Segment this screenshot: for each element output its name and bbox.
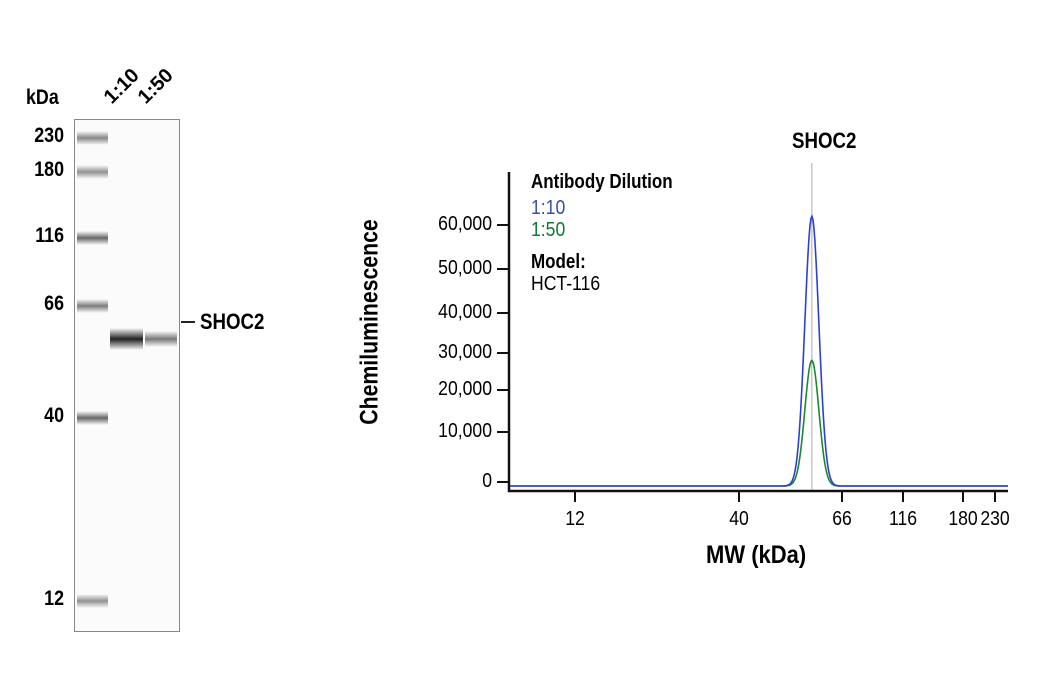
x-tick-label: 40 bbox=[729, 508, 749, 530]
sample-band bbox=[145, 330, 177, 347]
y-tick-label: 40,000 bbox=[438, 301, 492, 323]
legend-title: Antibody Dilution bbox=[531, 171, 673, 193]
x-tick-label: 230 bbox=[980, 508, 1010, 530]
legend-series-2: 1:50 bbox=[531, 219, 566, 241]
marker-label: 180 bbox=[34, 158, 64, 181]
ladder-band bbox=[77, 231, 108, 245]
series-line-1-50 bbox=[510, 359, 1008, 487]
legend-model-label: Model: bbox=[531, 251, 586, 273]
y-tick-label: 20,000 bbox=[438, 378, 492, 400]
marker-label: 12 bbox=[44, 587, 64, 610]
band-label: SHOC2 bbox=[200, 309, 265, 334]
x-axis-label: MW (kDa) bbox=[706, 541, 807, 569]
legend-series-1: 1:10 bbox=[531, 197, 566, 219]
marker-label: 230 bbox=[34, 124, 64, 147]
ladder-band bbox=[77, 165, 108, 179]
band-pointer-line bbox=[181, 321, 195, 323]
ladder-band bbox=[77, 131, 108, 145]
y-tick-label: 30,000 bbox=[438, 341, 492, 363]
chart-title: SHOC2 bbox=[792, 128, 857, 153]
ladder-band bbox=[77, 299, 108, 313]
kda-label: kDa bbox=[26, 86, 59, 109]
x-tick-label: 12 bbox=[565, 508, 585, 530]
x-tick-label: 180 bbox=[948, 508, 978, 530]
y-tick-label: 60,000 bbox=[438, 213, 492, 235]
sample-band bbox=[110, 327, 143, 350]
x-tick-label: 66 bbox=[832, 508, 852, 530]
y-tick-label: 50,000 bbox=[438, 257, 492, 279]
y-tick-label: 0 bbox=[482, 470, 492, 492]
series-line-1-10 bbox=[510, 214, 1008, 487]
ladder-band bbox=[77, 411, 108, 425]
x-tick-label: 116 bbox=[888, 508, 918, 530]
y-tick-label: 10,000 bbox=[438, 420, 492, 442]
marker-label: 116 bbox=[35, 224, 64, 247]
marker-label: 66 bbox=[44, 292, 64, 315]
blot-image bbox=[74, 119, 180, 632]
marker-label: 40 bbox=[44, 404, 64, 427]
legend-model-value: HCT-116 bbox=[531, 273, 601, 295]
ladder-band bbox=[77, 594, 108, 608]
